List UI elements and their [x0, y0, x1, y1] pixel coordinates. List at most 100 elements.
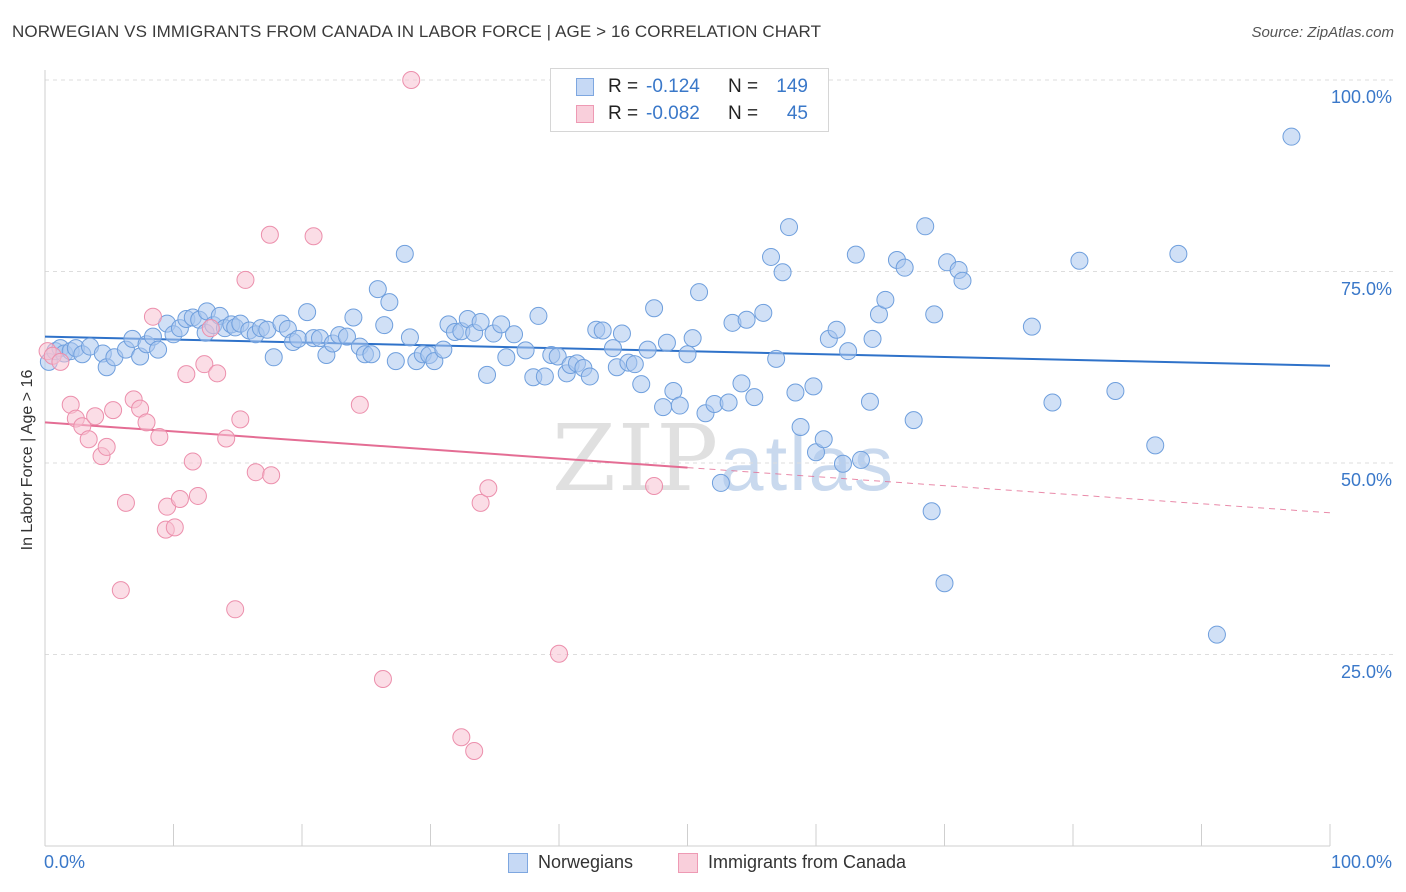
point-norwegians: [935, 574, 954, 593]
point-norwegians: [386, 352, 405, 371]
point-norwegians: [638, 340, 657, 359]
point-canada: [645, 476, 664, 495]
point-canada: [116, 493, 135, 512]
point-canada: [550, 644, 568, 663]
legend-swatch-blue: [576, 78, 594, 96]
legend-n-label: N =: [728, 76, 759, 97]
point-canada: [188, 486, 207, 505]
point-norwegians: [337, 327, 356, 346]
legend-row-canada: R = -0.082 N = 45: [576, 102, 808, 126]
point-norwegians: [395, 244, 414, 263]
point-norwegians: [344, 308, 363, 327]
point-norwegians: [670, 396, 689, 415]
point-norwegians: [678, 345, 697, 364]
point-norwegians: [737, 310, 756, 329]
point-norwegians: [863, 329, 882, 348]
point-canada: [97, 437, 116, 456]
source-label: Source: ZipAtlas.com: [1251, 24, 1394, 41]
point-norwegians: [654, 398, 673, 417]
bottom-legend-label: Norwegians: [538, 852, 634, 872]
point-canada: [402, 71, 421, 89]
trend-line-solid: [44, 421, 688, 469]
point-norwegians: [814, 430, 833, 449]
point-norwegians: [298, 303, 317, 322]
bottom-legend-swatch-pink: [678, 852, 698, 873]
legend-r-value: -0.082: [646, 103, 700, 124]
point-norwegians: [773, 263, 792, 282]
point-canada: [150, 427, 169, 446]
point-norwegians: [916, 217, 935, 236]
point-canada: [465, 742, 484, 761]
point-norwegians: [1043, 393, 1062, 412]
bottom-legend-label: Immigrants from Canada: [708, 852, 907, 872]
point-norwegians: [516, 341, 535, 360]
point-norwegians: [625, 355, 644, 374]
point-canada: [262, 466, 281, 485]
point-norwegians: [580, 367, 599, 386]
y-tick-label: 25.0%: [1340, 661, 1392, 682]
point-norwegians: [925, 305, 944, 324]
point-norwegians: [548, 347, 567, 366]
bottom-legend-canada: Immigrants from Canada: [678, 852, 906, 873]
x-tick-max: 100.0%: [1330, 852, 1392, 872]
legend-n-value: 45: [786, 103, 808, 124]
point-norwegians: [786, 383, 805, 402]
gridlines: [45, 79, 1395, 655]
point-norwegians: [368, 280, 387, 299]
point-norwegians: [289, 329, 308, 348]
point-norwegians: [876, 290, 895, 309]
point-norwegians: [362, 345, 381, 364]
point-canada: [226, 600, 245, 619]
legend-n-value: 149: [776, 76, 808, 97]
point-canada: [183, 452, 202, 471]
point-norwegians: [791, 417, 810, 436]
point-canada: [260, 225, 279, 244]
point-canada: [373, 670, 392, 689]
point-canada: [137, 413, 156, 432]
point-norwegians: [657, 333, 676, 352]
point-norwegians: [719, 393, 738, 412]
point-norwegians: [732, 374, 751, 393]
point-norwegians: [922, 502, 941, 521]
legend-r-value: -0.124: [646, 76, 700, 97]
point-canada: [236, 270, 255, 289]
point-norwegians: [645, 299, 664, 318]
point-canada: [177, 365, 196, 384]
point-norwegians: [754, 303, 773, 322]
x-tick-min: 0.0%: [44, 852, 86, 872]
point-canada: [170, 490, 189, 509]
point-norwegians: [1282, 127, 1301, 146]
point-norwegians: [833, 454, 852, 473]
point-canada: [217, 429, 236, 448]
point-canada: [208, 364, 227, 383]
point-canada: [51, 352, 70, 371]
point-norwegians: [690, 283, 709, 302]
point-canada: [350, 395, 369, 414]
point-norwegians: [492, 315, 511, 334]
bottom-legend-swatch-blue: [508, 852, 528, 873]
point-canada: [104, 401, 123, 420]
point-norwegians: [860, 392, 879, 411]
point-canada: [111, 581, 130, 600]
point-norwegians: [745, 388, 764, 407]
point-norwegians: [505, 325, 524, 344]
point-canada: [452, 728, 471, 747]
point-canada: [165, 518, 184, 537]
point-canada: [246, 463, 265, 482]
y-tick-label: 75.0%: [1340, 278, 1392, 299]
watermark-zip: ZIP: [552, 405, 721, 512]
point-norwegians: [953, 271, 972, 290]
point-norwegians: [478, 365, 497, 384]
point-norwegians: [1207, 625, 1226, 644]
axes: [44, 70, 1331, 847]
point-canada: [304, 227, 323, 246]
point-canada: [201, 319, 220, 338]
point-norwegians: [471, 313, 490, 332]
point-norwegians: [380, 293, 399, 312]
point-norwegians: [904, 411, 923, 430]
data-points: [38, 71, 1301, 761]
legend-r-label: R =: [608, 76, 639, 97]
point-canada: [471, 493, 490, 512]
legend-row-norwegians: R = -0.124 N = 149: [576, 75, 808, 99]
point-canada: [86, 407, 105, 426]
